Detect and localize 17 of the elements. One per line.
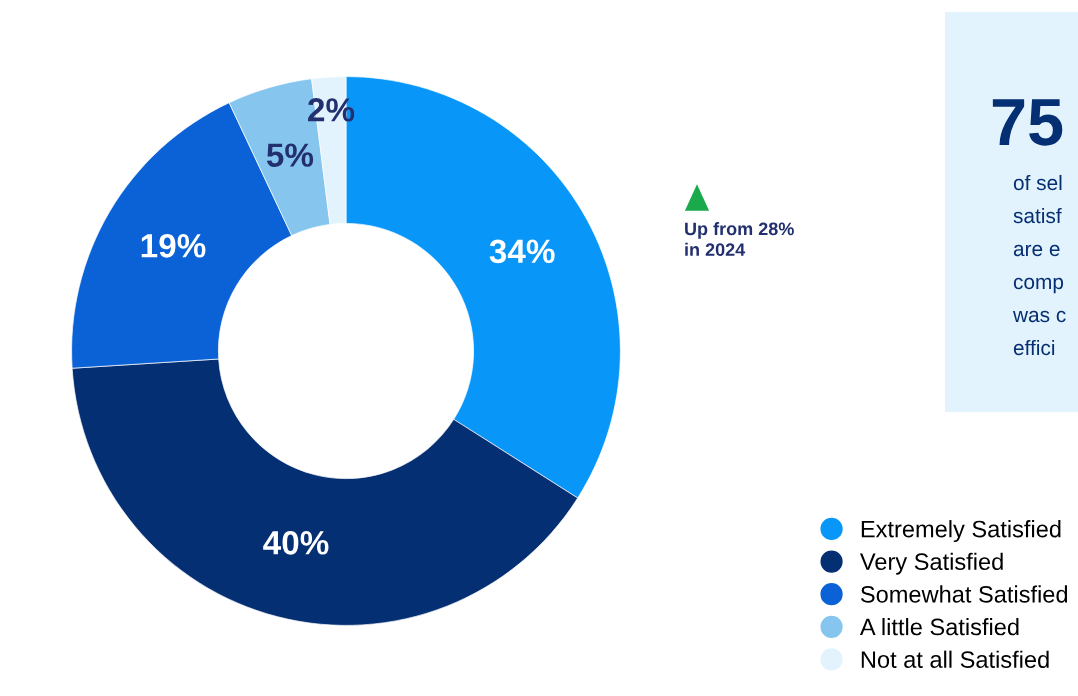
text: was c <box>1012 310 1066 323</box>
text: satisf <box>1013 207 1062 224</box>
text: are e <box>1013 244 1060 257</box>
legend-label: Extremely Satisfied <box>861 520 1061 543</box>
text: effici <box>1013 339 1055 356</box>
legend-label: Very Satisfied <box>860 552 1003 575</box>
text: of sel <box>1013 174 1062 191</box>
text: comp <box>1013 277 1064 294</box>
text: 75 <box>992 99 1063 146</box>
legend-label: A little Satisfied <box>859 617 1019 636</box>
data-label: 5% <box>266 143 314 167</box>
legend-label: Not at all Satisfied <box>861 650 1049 668</box>
legend-label: Somewhat Satisfied <box>860 585 1068 603</box>
data-label: 40% <box>263 531 329 555</box>
data-label: 34% <box>489 239 555 264</box>
text: Up from 28% in 2024 <box>685 222 794 257</box>
data-label: 19% <box>141 234 206 258</box>
